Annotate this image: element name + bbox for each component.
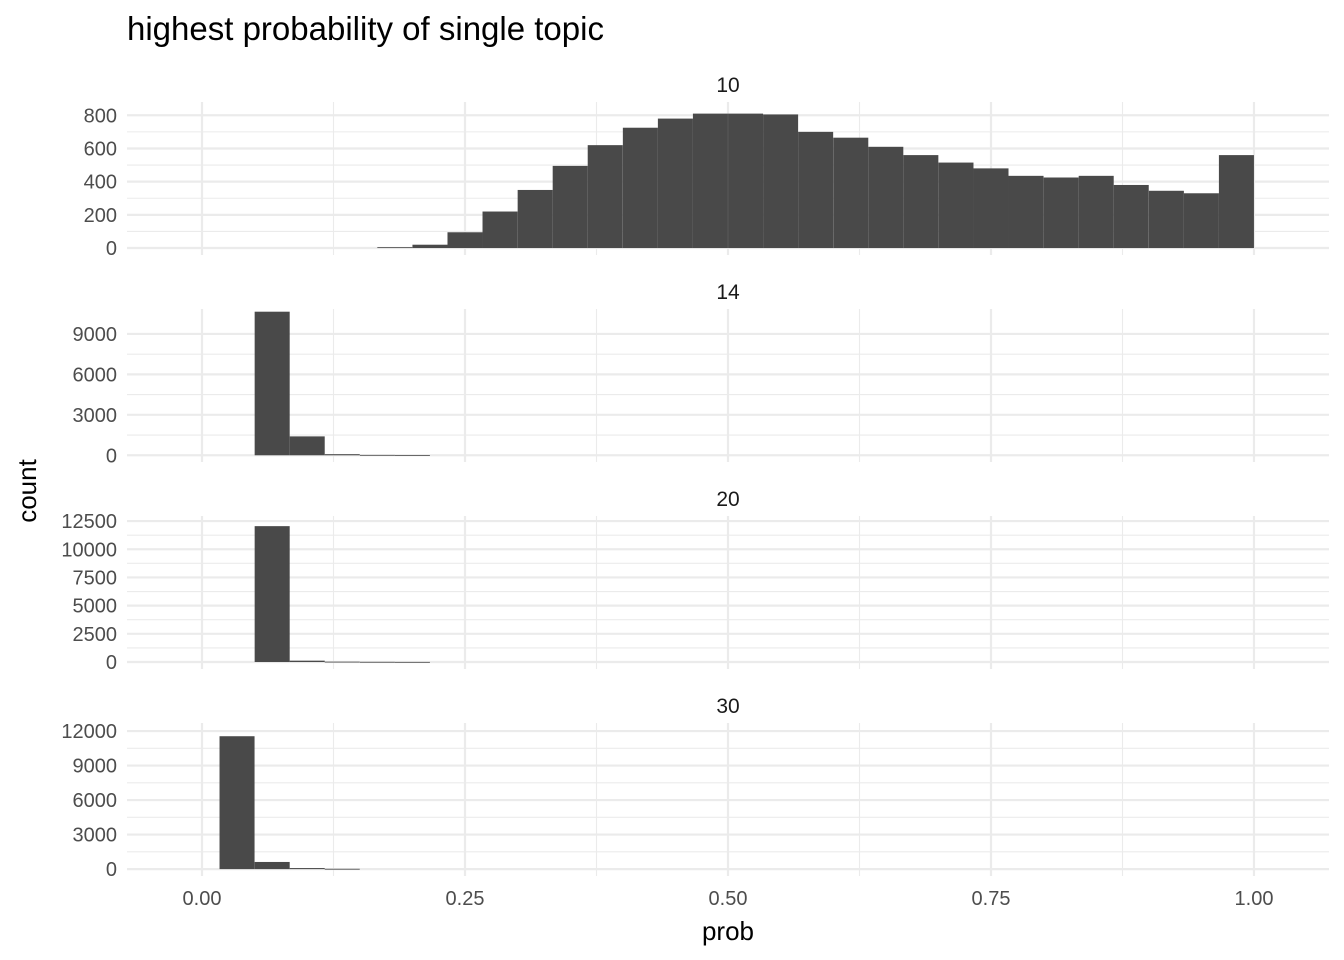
y-tick-label: 6000 [73, 364, 118, 386]
histogram-bar [973, 168, 1009, 249]
y-tick-label: 600 [84, 138, 117, 160]
y-tick-label: 12500 [61, 511, 117, 533]
y-tick-label: 5000 [73, 596, 118, 618]
histogram-bar [833, 137, 869, 249]
histogram-bar [587, 145, 623, 249]
y-tick-label: 800 [84, 105, 117, 127]
y-axis-title: count [12, 458, 42, 522]
histogram-bar [798, 131, 834, 249]
y-tick-label: 0 [106, 859, 117, 881]
y-tick-label: 400 [84, 172, 117, 194]
y-tick-label: 0 [106, 652, 117, 674]
histogram-bar [482, 211, 518, 249]
histogram-bar [622, 127, 658, 249]
x-tick-label: 0.75 [972, 888, 1011, 910]
histogram-bar [1043, 177, 1079, 249]
facet-panel-30: 30 0 3000 6000 9000 12000 [61, 695, 1329, 881]
histogram-bar [1008, 175, 1044, 249]
histogram-bar [763, 114, 799, 249]
x-tick-label: 1.00 [1235, 888, 1274, 910]
histogram-bar [289, 868, 325, 870]
histogram-bar [219, 736, 255, 870]
histogram-bar [324, 454, 360, 456]
facet-panel-14: 14 0 3000 6000 9000 [73, 281, 1329, 467]
histogram-bar [692, 113, 728, 249]
x-tick-label: 0.00 [183, 888, 222, 910]
facet-panels: 1002004006008001403000600090002002500500… [61, 74, 1329, 881]
y-tick-label: 200 [84, 205, 117, 227]
y-tick-label: 9000 [73, 324, 118, 346]
histogram-bar [394, 455, 430, 456]
histogram-bar [903, 155, 939, 249]
histogram-bar [517, 189, 553, 249]
histogram-bar [254, 861, 290, 870]
y-tick-label: 7500 [73, 567, 118, 589]
facet-strip-label: 14 [716, 281, 740, 304]
x-tick-label: 0.25 [446, 888, 485, 910]
histogram-bar [1218, 155, 1254, 249]
y-tick-label: 12000 [61, 721, 117, 743]
y-tick-label: 6000 [73, 790, 118, 812]
facet-strip-label: 20 [716, 488, 739, 511]
x-axis-title: prob [702, 916, 754, 946]
y-tick-label: 3000 [73, 825, 118, 847]
histogram-bar [552, 165, 588, 249]
histogram-bar [359, 661, 395, 663]
y-tick-label: 2500 [73, 624, 118, 646]
histogram-bar [394, 661, 430, 663]
histogram-bar [289, 436, 325, 456]
x-tick-label: 0.50 [709, 888, 748, 910]
facet-panel-10: 10 0 200 400 600 800 [84, 74, 1329, 260]
facet-strip-label: 30 [716, 695, 739, 718]
histogram-bar [447, 232, 483, 249]
histogram-bar [1183, 193, 1219, 249]
chart-title: highest probability of single topic [127, 10, 604, 47]
histogram-bar [868, 146, 904, 249]
histogram-bar [359, 454, 395, 456]
x-axis: 0.00 0.25 0.50 0.75 1.00 [183, 888, 1274, 910]
y-tick-label: 0 [106, 445, 117, 467]
facet-panel-20: 20 0 2500 5000 7500 10000 12500 [61, 488, 1329, 674]
histogram-bar [324, 661, 360, 663]
histogram-bar [377, 247, 413, 249]
histogram-bar [254, 311, 290, 456]
histogram-bar [1078, 175, 1114, 249]
y-tick-label: 3000 [73, 405, 118, 427]
histogram-bar [412, 244, 448, 249]
facet-strip-label: 10 [716, 74, 739, 97]
histogram-bar [324, 868, 360, 870]
histogram-bar [254, 526, 290, 663]
histogram-bar [1148, 190, 1184, 249]
y-tick-label: 10000 [61, 539, 117, 561]
histogram-bar [1113, 184, 1149, 249]
histogram-bar [728, 113, 764, 249]
y-tick-label: 0 [106, 238, 117, 260]
y-tick-label: 9000 [73, 756, 118, 778]
histogram-bar [938, 162, 974, 249]
histogram-bar [289, 660, 325, 663]
histogram-bar [657, 118, 693, 249]
